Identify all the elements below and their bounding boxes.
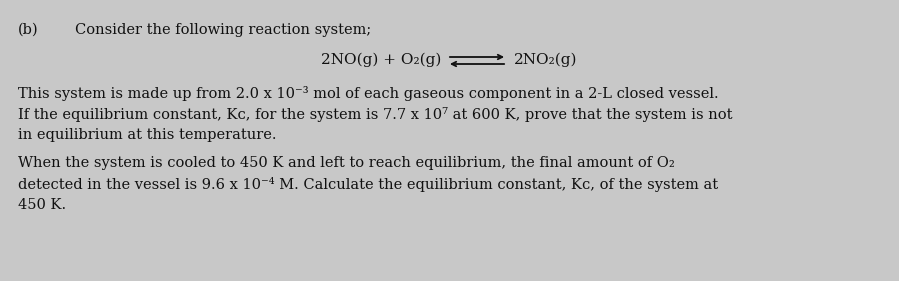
Text: 2NO₂(g): 2NO₂(g) [514,53,577,67]
Text: If the equilibrium constant, Kᴄ, for the system is 7.7 x 10⁷ at 600 K, prove tha: If the equilibrium constant, Kᴄ, for the… [18,107,733,122]
Text: When the system is cooled to 450 K and left to reach equilibrium, the final amou: When the system is cooled to 450 K and l… [18,156,675,170]
Text: 450 K.: 450 K. [18,198,67,212]
Text: in equilibrium at this temperature.: in equilibrium at this temperature. [18,128,277,142]
Text: detected in the vessel is 9.6 x 10⁻⁴ M. Calculate the equilibrium constant, Kᴄ, : detected in the vessel is 9.6 x 10⁻⁴ M. … [18,177,718,192]
Text: (b): (b) [18,23,39,37]
Text: 2NO(g) + O₂(g): 2NO(g) + O₂(g) [321,53,441,67]
Text: This system is made up from 2.0 x 10⁻³ mol of each gaseous component in a 2-L cl: This system is made up from 2.0 x 10⁻³ m… [18,86,718,101]
Text: Consider the following reaction system;: Consider the following reaction system; [75,23,371,37]
